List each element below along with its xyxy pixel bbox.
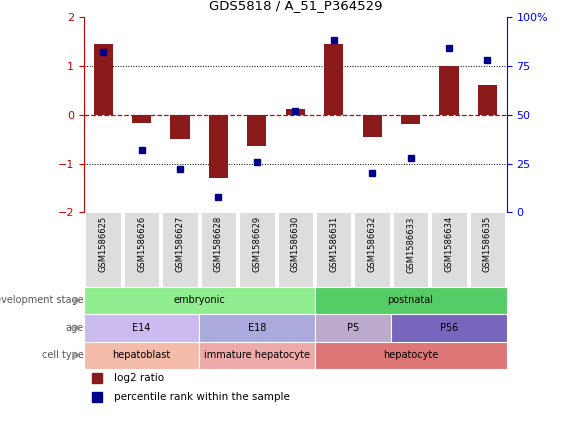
Bar [324,44,343,115]
Bar [199,341,314,369]
Bar [285,109,305,115]
Text: hepatoblast: hepatoblast [112,350,171,360]
Text: GSM1586625: GSM1586625 [98,216,108,272]
Text: GSM1586628: GSM1586628 [214,216,223,272]
Bar [84,287,314,314]
Text: GSM1586631: GSM1586631 [329,216,338,272]
Bar [199,314,314,341]
Bar [354,212,390,287]
Text: immature hepatocyte: immature hepatocyte [204,350,310,360]
Bar [362,115,382,137]
Text: GSM1586629: GSM1586629 [252,216,261,272]
Text: postnatal: postnatal [387,296,434,305]
Title: GDS5818 / A_51_P364529: GDS5818 / A_51_P364529 [208,0,382,11]
Bar [84,341,199,369]
Text: embryonic: embryonic [173,296,225,305]
Text: development stage: development stage [0,296,84,305]
Bar [393,212,428,287]
Text: percentile rank within the sample: percentile rank within the sample [113,392,290,402]
Text: hepatocyte: hepatocyte [383,350,438,360]
Text: GSM1586626: GSM1586626 [137,216,146,272]
Bar [247,115,266,146]
Text: log2 ratio: log2 ratio [113,373,164,383]
Bar [239,212,274,287]
Text: GSM1586633: GSM1586633 [406,216,415,272]
Bar [316,212,351,287]
Bar [170,115,190,139]
Bar [314,314,391,341]
Text: GSM1586632: GSM1586632 [368,216,376,272]
Bar [84,314,199,341]
Text: GSM1586630: GSM1586630 [291,216,300,272]
Bar [401,115,420,124]
Bar [277,212,313,287]
Bar [94,44,113,115]
Bar [470,212,505,287]
Text: cell type: cell type [42,350,84,360]
Text: age: age [66,323,84,333]
Bar [314,287,507,314]
Bar [86,212,121,287]
Bar [478,85,497,115]
Text: GSM1586635: GSM1586635 [483,216,492,272]
Text: E18: E18 [248,323,266,333]
Text: GSM1586634: GSM1586634 [445,216,453,272]
Bar [209,115,228,178]
Text: P56: P56 [440,323,458,333]
Text: P5: P5 [347,323,359,333]
Bar [124,212,159,287]
Text: E14: E14 [133,323,151,333]
Text: GSM1586627: GSM1586627 [175,216,185,272]
Bar [132,115,151,124]
Bar [431,212,467,287]
Bar [201,212,236,287]
Bar [391,314,507,341]
Bar [162,212,197,287]
Bar [314,341,507,369]
Bar [439,66,459,115]
